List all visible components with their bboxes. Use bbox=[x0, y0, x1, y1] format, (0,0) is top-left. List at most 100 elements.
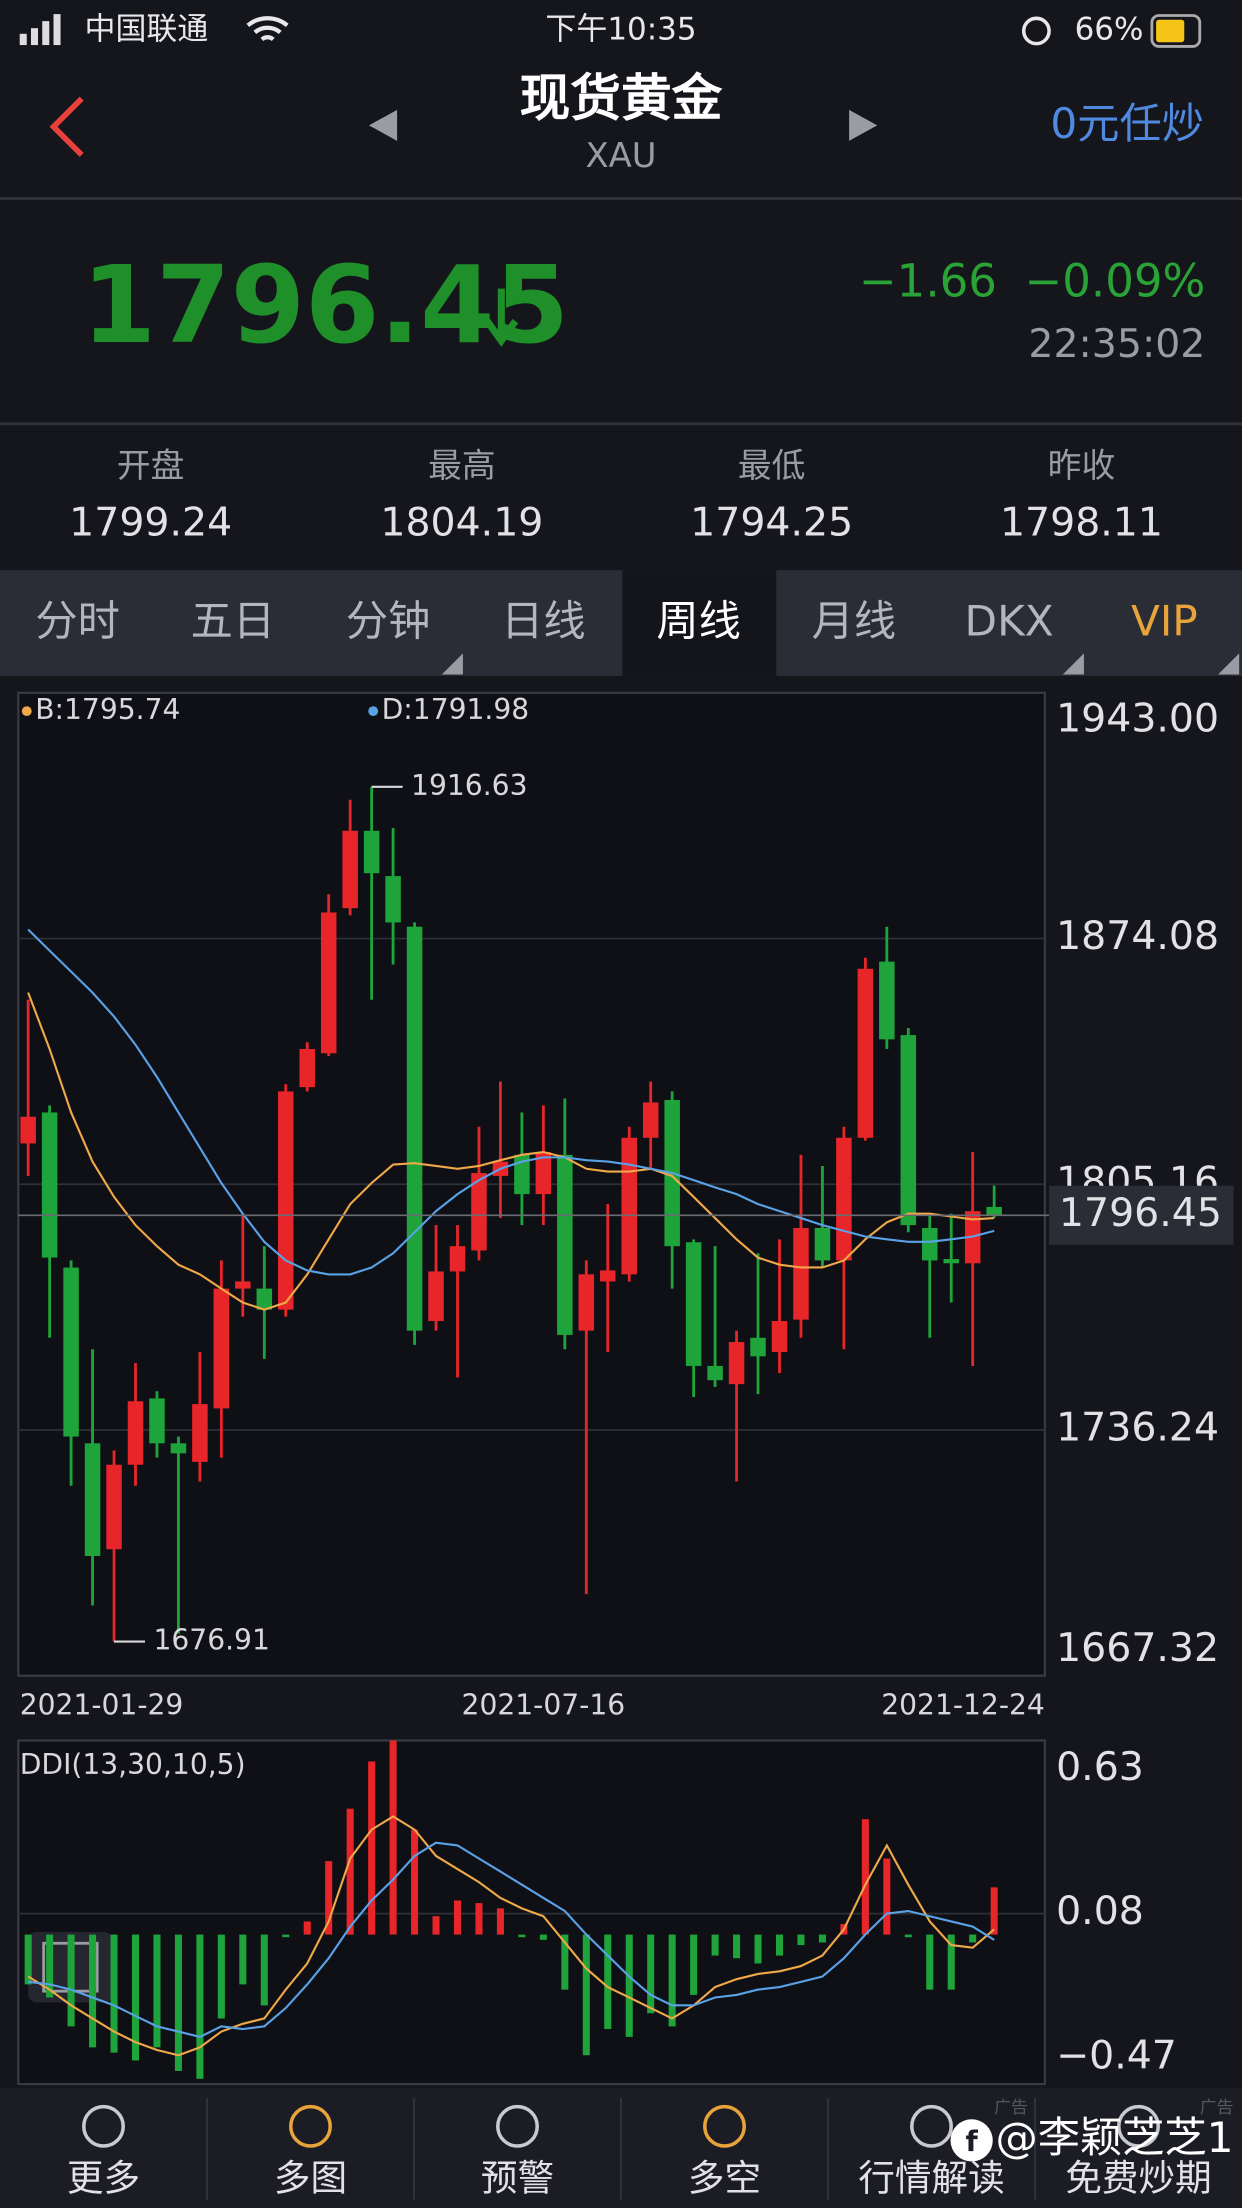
histogram-bar bbox=[389, 1740, 397, 1935]
candle-body bbox=[836, 1137, 852, 1261]
histogram-bar bbox=[496, 1908, 504, 1935]
header: 现货黄金 XAU 0元任炒 bbox=[0, 68, 1242, 200]
candle-body bbox=[256, 1288, 273, 1310]
stats: 开盘 1799.24 最高 1804.19 最低 1794.25 昨收 1798.11 bbox=[69, 446, 1163, 546]
histogram-bar bbox=[282, 1934, 290, 1938]
nav-label: 免费炒期 bbox=[1065, 2156, 1211, 2199]
nav-icon bbox=[496, 2104, 539, 2148]
y-tick-label: 0.63 bbox=[1056, 1744, 1144, 1790]
candle-body bbox=[471, 1173, 487, 1251]
candle-body bbox=[278, 1091, 294, 1310]
candle-body bbox=[557, 1154, 573, 1335]
stat-value: 1794.25 bbox=[690, 500, 853, 546]
candle-body bbox=[385, 876, 401, 923]
stat-value: 1798.11 bbox=[1000, 500, 1163, 546]
histogram-bar bbox=[239, 1934, 247, 1985]
tab[interactable] bbox=[1088, 570, 1242, 676]
watermark: @李颖芝芝1 bbox=[996, 2113, 1234, 2162]
wifi-icon bbox=[246, 16, 289, 42]
candle-body bbox=[106, 1464, 122, 1550]
histogram-bar bbox=[818, 1934, 826, 1943]
indicator-line bbox=[27, 1815, 995, 2057]
histogram-bar bbox=[604, 1934, 612, 2030]
tab[interactable] bbox=[467, 570, 621, 676]
price-change-percent: −0.09% bbox=[1025, 254, 1206, 307]
quote-time: 22:35:02 bbox=[1028, 321, 1205, 367]
histogram-bar bbox=[153, 1934, 161, 2048]
legend-dot bbox=[21, 706, 32, 717]
histogram-bar bbox=[625, 1934, 633, 2037]
tab[interactable] bbox=[622, 570, 777, 676]
ddi-chart: DDI(13,30,10,5) 0.63 0.08 −0.47 bbox=[17, 1739, 1177, 2086]
histogram-bar bbox=[668, 1934, 676, 2027]
indicator-line bbox=[28, 1841, 995, 2039]
candle-body bbox=[900, 1035, 917, 1226]
histogram-bar bbox=[926, 1934, 934, 1990]
watermark-logo bbox=[950, 2119, 993, 2162]
signal-bar bbox=[42, 21, 50, 46]
candle-body bbox=[127, 1401, 144, 1465]
tab[interactable] bbox=[932, 570, 1087, 676]
candle-body bbox=[535, 1152, 552, 1195]
down-arrow bbox=[484, 288, 519, 347]
histogram-bar bbox=[131, 1934, 140, 2061]
y-tick-label: −0.47 bbox=[1056, 2032, 1177, 2078]
stat-label: 最低 bbox=[738, 446, 806, 485]
tab[interactable] bbox=[0, 570, 154, 676]
histogram-bar bbox=[861, 1819, 869, 1935]
histogram-bar bbox=[217, 1934, 225, 2019]
moving-average-line bbox=[27, 992, 995, 1311]
tab[interactable] bbox=[777, 570, 932, 676]
histogram-bar bbox=[325, 1861, 333, 1935]
bottom-nav: 更多 多图 预警 多空 行情解读 免费炒期 bbox=[0, 2088, 1242, 2208]
histogram-bar bbox=[969, 1934, 977, 1943]
last-price: 1796.45 bbox=[82, 244, 569, 368]
candle-body bbox=[299, 1048, 315, 1088]
y-tick-label: 1667.32 bbox=[1056, 1625, 1219, 1671]
candle-body bbox=[814, 1227, 831, 1261]
nav-icon bbox=[82, 2104, 125, 2148]
instrument-code: XAU bbox=[586, 136, 657, 175]
annotation: 1916.63 bbox=[411, 769, 527, 802]
trade-link[interactable]: 0元任炒 bbox=[1050, 99, 1204, 148]
y-tick-label: 1943.00 bbox=[1056, 695, 1219, 741]
candle-body bbox=[63, 1267, 79, 1437]
back-button[interactable] bbox=[49, 96, 84, 157]
histogram-bar bbox=[947, 1934, 955, 1990]
next-button[interactable] bbox=[849, 109, 878, 141]
candle-body bbox=[642, 1102, 659, 1138]
histogram-bar bbox=[561, 1934, 569, 1990]
histogram-bar bbox=[24, 1934, 32, 1985]
candle-body bbox=[922, 1227, 938, 1261]
candle-body bbox=[621, 1137, 637, 1275]
tab-label: 分钟 bbox=[346, 596, 430, 645]
signal-bar bbox=[30, 28, 39, 46]
carrier: 中国联通 bbox=[84, 11, 208, 47]
nav-icon bbox=[289, 2104, 332, 2148]
tab-label: DKX bbox=[965, 596, 1054, 645]
histogram-bar bbox=[46, 1934, 54, 1998]
battery-percent: 66% bbox=[1075, 11, 1144, 47]
histogram-bar bbox=[411, 1829, 419, 1935]
instrument-title: 现货黄金 bbox=[520, 68, 723, 127]
battery-frame bbox=[1150, 14, 1202, 48]
x-tick-label: 2021-01-29 bbox=[20, 1689, 184, 1722]
candle-body bbox=[20, 1116, 36, 1144]
candle-body bbox=[41, 1112, 58, 1258]
histogram-bar bbox=[67, 1934, 75, 2027]
candle-body bbox=[750, 1337, 766, 1357]
candle-body bbox=[793, 1227, 809, 1320]
last-price-tag bbox=[1049, 1185, 1234, 1245]
tab[interactable] bbox=[311, 570, 466, 676]
last-price-label: 1796.45 bbox=[1059, 1190, 1222, 1236]
prev-button[interactable] bbox=[368, 109, 398, 141]
lock-icon bbox=[1021, 16, 1051, 46]
tabs: 分时 五日 分钟 日线 周线 月线 DKX VIP bbox=[0, 570, 1242, 676]
tab[interactable] bbox=[156, 570, 311, 676]
histogram-bar bbox=[775, 1934, 784, 1956]
candle-body bbox=[771, 1321, 788, 1353]
legend-label: B:1795.74 bbox=[35, 693, 180, 726]
ad-tag: 广告 bbox=[1200, 2097, 1234, 2117]
signal-bar bbox=[53, 14, 61, 46]
